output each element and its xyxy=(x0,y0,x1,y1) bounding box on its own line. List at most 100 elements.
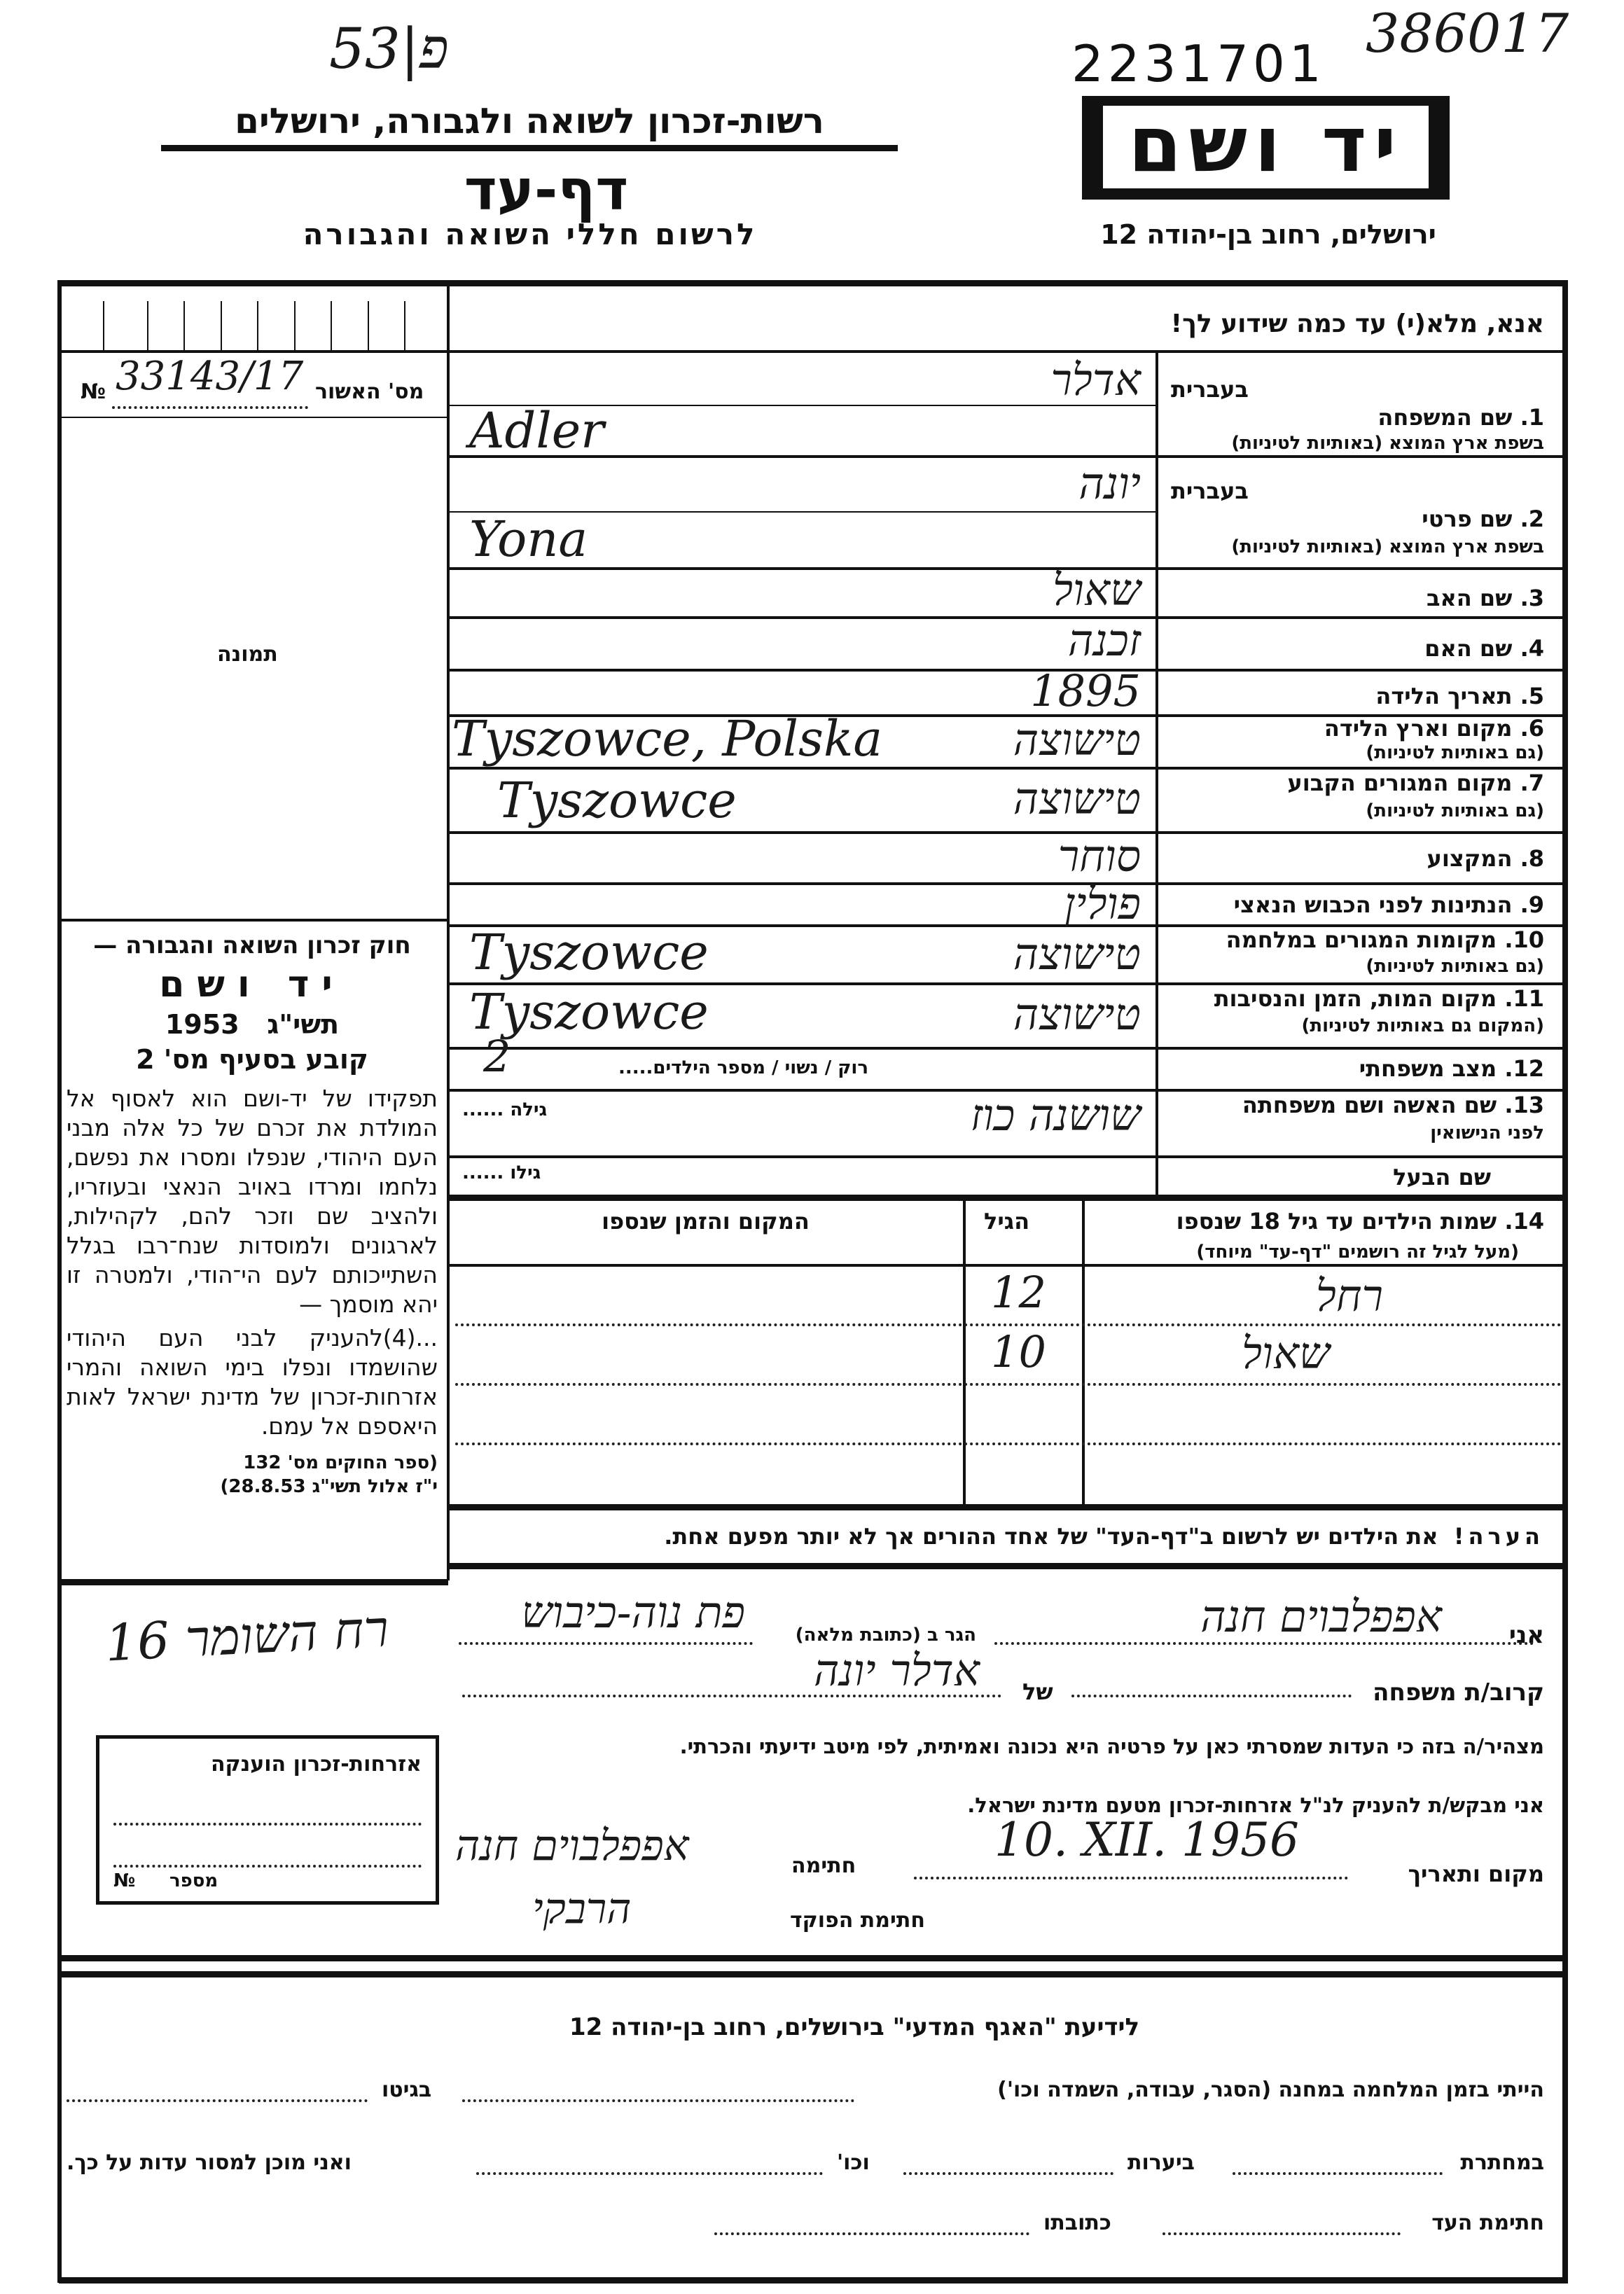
law-title: חוק זכרון השואה והגבורה — xyxy=(93,931,411,959)
field-10-sub: (גם באותיות לטיניות) xyxy=(1366,956,1544,977)
label-column-divider xyxy=(1155,350,1158,1197)
officer-label: חתימת הפוקד xyxy=(790,1908,925,1933)
bottom-line2-c: וכו' xyxy=(837,2150,870,2175)
birth-place-latin[interactable]: Tyszowce, Polska xyxy=(452,710,883,767)
wartime-residence-latin[interactable]: Tyszowce xyxy=(469,924,709,981)
children-place-header: המקום והזמן שנספו xyxy=(602,1208,810,1235)
bottom-title: לידיעת "האגף המדעי" בירושלים, רחוב בן-יה… xyxy=(569,2013,1140,2041)
law-year-line: 1953 תשי"ג xyxy=(67,1009,438,1041)
underground-field[interactable] xyxy=(1233,2172,1443,2175)
photo-label: תמונה xyxy=(217,642,278,667)
field-1-hebrew-tag: בעברית xyxy=(1171,376,1249,403)
field-11-label: 11. מקום המות, הזמן והנסיבות xyxy=(1214,985,1544,1012)
witness-name[interactable]: אפפלבוים חנה xyxy=(1200,1591,1442,1642)
field-1-label: 1. שם המשפחה xyxy=(1377,404,1544,431)
date-value[interactable]: 10. XII. 1956 xyxy=(994,1813,1299,1867)
address-margin-note: רח השומר 16 xyxy=(104,1599,390,1673)
handwritten-number: 386017 xyxy=(1366,2,1569,64)
wife-name[interactable]: שושנה כוז xyxy=(970,1090,1141,1141)
stamp-number-label: מספר xyxy=(169,1870,218,1891)
citizenship-stamp-box: אזרחות-זכרון הוענקה מספר № xyxy=(96,1735,439,1905)
frame-top xyxy=(59,280,1568,286)
dotted-line xyxy=(112,406,308,409)
law-text: תפקידו של יד-ושם הוא לאסוף אל המולדת את … xyxy=(67,1085,438,1319)
children-sub: (מעל לגיל זה רושמים "דף-עד" מיוחד) xyxy=(1196,1242,1519,1263)
place-date-label: מקום ותאריך xyxy=(1408,1861,1544,1887)
field-8-label: 8. המקצוע xyxy=(1427,845,1544,872)
family-name-hebrew[interactable]: אדלר xyxy=(1050,354,1141,405)
father-name[interactable]: שאול xyxy=(1053,564,1141,616)
mother-name[interactable]: זכנה xyxy=(1067,615,1141,666)
field-3-label: 3. שם האב xyxy=(1426,585,1544,611)
children-count[interactable]: 2 xyxy=(483,1031,511,1082)
field-7-label: 7. מקום המגורים הקבוע xyxy=(1287,770,1544,796)
bottom-line1-a: הייתי בזמן המלחמה במחנה (הסגר, עבודה, הש… xyxy=(997,2078,1544,2102)
bottom-line2-b: ביערות xyxy=(1127,2150,1195,2175)
victim-name[interactable]: אדלר יונה xyxy=(814,1645,980,1696)
warning: הערה! את הילדים יש לרשום ב"דף-העד" של אח… xyxy=(664,1525,1544,1548)
field-2-sub: בשפת ארץ המוצא (באותיות לטיניות) xyxy=(1231,536,1544,557)
first-name-latin[interactable]: Yona xyxy=(469,510,588,568)
birth-date[interactable]: 1895 xyxy=(1030,665,1141,716)
etc-field[interactable] xyxy=(476,2172,823,2175)
dotted-line xyxy=(462,1695,1001,1697)
nationality[interactable]: פולין xyxy=(1064,878,1141,929)
witness-address-field[interactable] xyxy=(714,2232,1029,2235)
page-subtitle: לרשום חללי השואה והגבורה xyxy=(303,217,758,251)
divider xyxy=(448,1563,1565,1569)
profession[interactable]: סוחר xyxy=(1057,830,1141,882)
field-1-sub: בשפת ארץ המוצא (באותיות לטיניות) xyxy=(1231,433,1544,454)
item-number: 2231701 xyxy=(1071,34,1326,93)
dotted-line xyxy=(113,1823,422,1826)
death-place-hebrew[interactable]: טישוצה xyxy=(1013,989,1141,1040)
logo-text: יד ושם xyxy=(1127,99,1404,189)
approval-number: 33143/17 xyxy=(116,354,304,399)
ghetto-field[interactable] xyxy=(67,2099,368,2102)
authority-name: רשות-זכרון לשואה ולגבורה, ירושלים xyxy=(235,101,824,141)
child-name[interactable]: רחל xyxy=(1315,1270,1383,1321)
wife-age-label: גילה ...... xyxy=(462,1099,548,1120)
death-place-latin[interactable]: Tyszowce xyxy=(469,983,709,1041)
divider xyxy=(59,1971,1568,1977)
camp-field[interactable] xyxy=(462,2099,854,2102)
law-section: קובע בסעיף מס' 2 xyxy=(136,1043,368,1075)
wartime-residence-hebrew[interactable]: טישוצה xyxy=(1013,929,1141,980)
field-10-label: 10. מקומות המגורים במלחמה xyxy=(1226,926,1544,953)
approval-label: מס' האשור xyxy=(315,380,424,404)
witness-address[interactable]: פת נוה-כיבוש xyxy=(521,1587,745,1638)
forests-field[interactable] xyxy=(903,2172,1113,2175)
birth-place-hebrew[interactable]: טישוצה xyxy=(1013,714,1141,765)
divider xyxy=(59,350,448,353)
family-name-latin[interactable]: Adler xyxy=(469,402,604,459)
dotted-line xyxy=(914,1877,1348,1879)
residence-latin[interactable]: Tyszowce xyxy=(497,772,737,829)
dotted-line xyxy=(459,1642,753,1645)
frame-bottom xyxy=(59,2277,1568,2283)
law-text-2: ...(4)להעניק לבני העם היהודי שהושמדו ונפ… xyxy=(67,1324,438,1440)
page-title: דף-עד xyxy=(464,158,629,223)
dotted-line xyxy=(994,1642,1534,1645)
witness-signature-field[interactable] xyxy=(1163,2232,1401,2235)
residence-hebrew[interactable]: טישוצה xyxy=(1013,773,1141,824)
divider xyxy=(448,350,1565,353)
field-9-label: 9. הנתינות לפני הכבוש הנאצי xyxy=(1233,891,1544,918)
frame-right xyxy=(1562,280,1568,2283)
child-age[interactable]: 12 xyxy=(991,1267,1046,1318)
field-6-sub: (גם באותיות לטיניות) xyxy=(1366,742,1544,763)
warning-prefix: הערה! xyxy=(1453,1523,1544,1550)
child-age[interactable]: 10 xyxy=(991,1326,1046,1377)
children-name-divider xyxy=(1082,1197,1085,1506)
field-13-label: 13. שם האשה ושם משפחתה xyxy=(1242,1092,1544,1118)
field-12-label: 12. מצב משפחתי xyxy=(1359,1055,1544,1082)
bottom-line3-a: חתימת העד xyxy=(1431,2211,1544,2235)
frame-left xyxy=(57,280,62,2283)
children-age-divider xyxy=(963,1197,966,1506)
dotted-line xyxy=(113,1865,422,1868)
law-year: 1953 xyxy=(165,1009,240,1041)
law-block: חוק זכרון השואה והגבורה — יד ושם 1953 תש… xyxy=(67,931,438,1499)
field-7-sub: (גם באותיות לטיניות) xyxy=(1366,800,1544,821)
first-name-hebrew[interactable]: יונה xyxy=(1078,458,1141,509)
child-name[interactable]: שאול xyxy=(1242,1328,1330,1379)
field-6-label: 6. מקום וארץ הלידה xyxy=(1324,715,1544,742)
officer-signature: הרבקי xyxy=(532,1884,632,1933)
